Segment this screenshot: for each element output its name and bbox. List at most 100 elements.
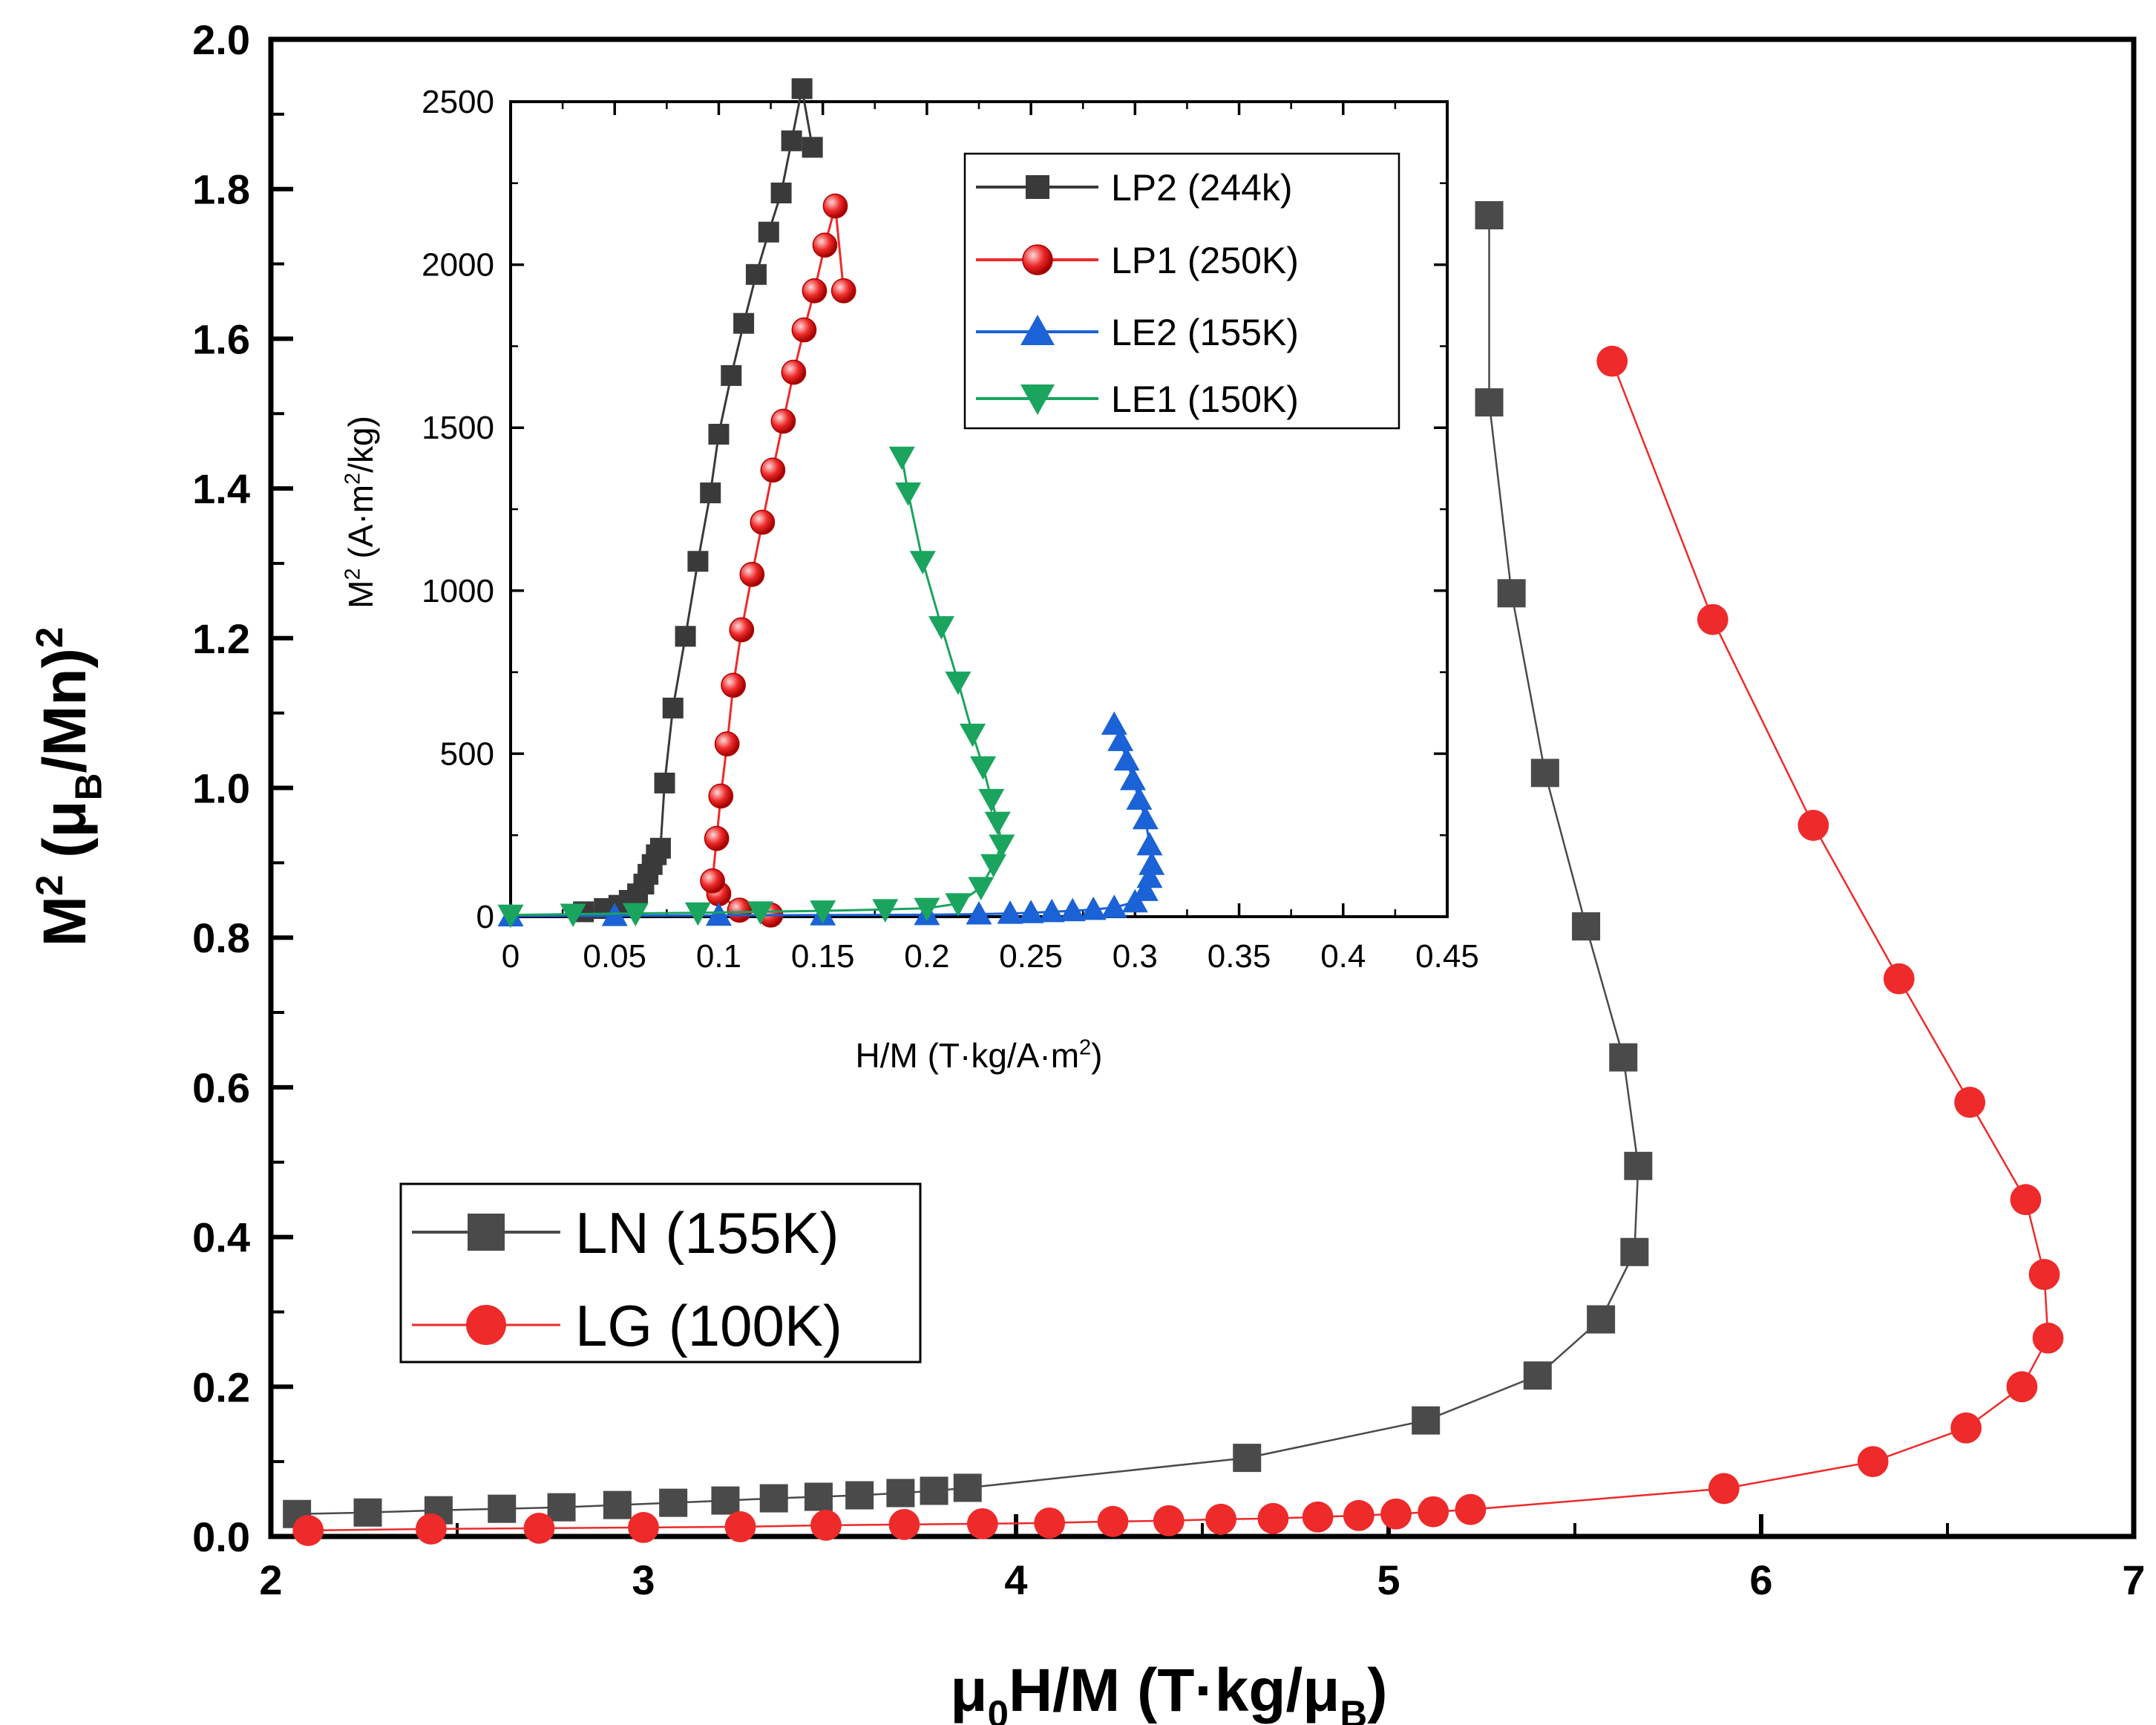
inset-series [497,78,1165,929]
data-point-lp1-250k [739,561,765,587]
inset-legend: LP2 (244k) LP1 (250K) LE2 (155K) LE1 (15… [963,152,1400,430]
data-point-le1-150k [978,788,1005,813]
data-point-le1-150k [622,903,649,927]
data-point-lg-100k [1883,963,1915,995]
main-x-tick-label: 3 [632,1557,655,1603]
legend-marker-lp2 [1026,175,1049,199]
data-point-ln-155k [1475,388,1504,417]
data-point-le2-155k [997,900,1023,924]
data-point-lp1-250k [781,359,807,385]
data-point-ln-155k [1620,1237,1649,1266]
data-point-ln-155k [547,1493,576,1522]
data-point-le2-155k [1132,877,1159,901]
inset-x-tick-label: 0.15 [791,938,855,975]
data-point-le1-150k [909,551,936,575]
data-point-ln-155k [488,1494,517,1523]
data-point-le1-150k [945,671,971,695]
main-y-tick-label: 2.0 [192,16,250,63]
data-point-le1-150k [560,903,586,927]
series-lp2-244k [573,78,823,923]
data-point-lg-100k [810,1509,842,1541]
series-lg-100k [292,345,2064,1546]
main-x-tick-label: 6 [1749,1557,1772,1603]
main-y-axis-title: M2 (μB/Mn)2 [28,627,109,947]
data-point-lg-100k [1697,603,1729,635]
legend-label-le2: LE2 (155K) [1111,312,1299,353]
data-point-lg-100k [1380,1498,1412,1530]
legend-marker-le1 [1020,384,1055,415]
inset-x-axis-title: H/M (T·kg/A·m2) [856,1036,1103,1075]
data-point-lg-100k [966,1508,998,1539]
data-point-le1-150k [747,901,774,925]
inset-y-tick-label: 2500 [422,84,494,120]
data-point-lp2-244k [700,482,721,504]
data-point-lg-100k [2006,1371,2038,1403]
inset-y-tick-label: 1000 [422,573,494,609]
data-point-le1-150k [968,877,995,900]
legend-label-lp2: LP2 (244k) [1111,167,1293,209]
inset-x-tick-label: 0.2 [904,938,949,975]
inset-x-tick-label: 0.35 [1208,938,1271,975]
data-point-lg-100k [628,1511,659,1543]
data-point-lp2-244k [791,78,813,99]
data-point-lg-100k [1950,1412,1982,1444]
data-point-lp1-250k [822,193,848,219]
data-point-le2-155k [966,900,992,925]
data-point-lg-100k [1418,1496,1449,1528]
legend-label-lp1: LP1 (250K) [1111,240,1299,281]
data-point-le2-155k [1107,727,1134,751]
data-point-le2-155k [1136,864,1163,888]
data-point-lg-100k [1302,1501,1334,1533]
data-point-ln-155k [1475,200,1504,229]
data-point-le1-150k [914,897,940,922]
data-point-le2-155k [1113,747,1140,771]
inset-x-tick-label: 0.05 [583,938,646,975]
data-point-ln-155k [1624,1151,1653,1180]
data-point-le1-150k [980,854,1007,878]
legend-label-le1: LE1 (150K) [1111,379,1299,420]
data-point-lp1-250k [760,457,786,483]
data-point-lg-100k [1857,1446,1889,1478]
data-point-lp2-244k [758,221,779,243]
data-point-le2-155k [1138,851,1165,875]
inset-y-tick-label: 2000 [422,247,494,284]
data-point-lp2-244k [721,364,742,386]
inset-y-tick-label: 0 [476,899,494,935]
data-point-le2-155k [1101,711,1127,735]
data-point-lg-100k [888,1508,920,1540]
data-point-le1-150k [888,446,915,471]
data-point-lg-100k [1798,810,1829,841]
data-point-lg-100k [1596,345,1628,377]
data-point-ln-155k [1523,1361,1552,1390]
data-point-lg-100k [2010,1184,2042,1216]
data-point-lp1-250k [721,672,746,698]
data-point-lg-100k [724,1510,756,1542]
data-point-lg-100k [2032,1322,2064,1354]
series-ln-155k [283,200,1653,1528]
data-point-lg-100k [1954,1087,1986,1118]
data-point-lp1-250k [729,617,755,643]
data-point-lp2-244k [662,697,684,719]
data-point-lg-100k [1257,1502,1289,1534]
data-point-lp2-244k [654,772,675,793]
data-point-lp2-244k [708,423,730,445]
legend-label-ln: LN (155K) [575,1200,839,1266]
data-point-le2-155k [1018,900,1044,923]
data-point-lp2-244k [687,551,709,572]
main-y-tick-label: 1.8 [192,166,250,213]
main-y-tick-label: 0.2 [192,1364,250,1410]
inset-y-tick-label: 1500 [422,410,494,446]
data-point-le2-155k [1038,898,1065,923]
data-point-lp1-250k [714,731,740,757]
legend-marker-lg [466,1305,506,1345]
data-point-lp1-250k [700,868,725,894]
data-point-lp2-244k [649,837,671,859]
data-point-lp1-250k [704,825,730,851]
inset-y-tick-label: 500 [440,736,494,772]
inset-x-tick-label: 0.4 [1320,938,1366,975]
data-point-lp1-250k [830,278,856,304]
legend-marker-le2 [1020,315,1055,345]
data-point-ln-155k [711,1486,740,1515]
data-point-ln-155k [1497,579,1526,608]
data-point-le1-150k [984,811,1011,836]
